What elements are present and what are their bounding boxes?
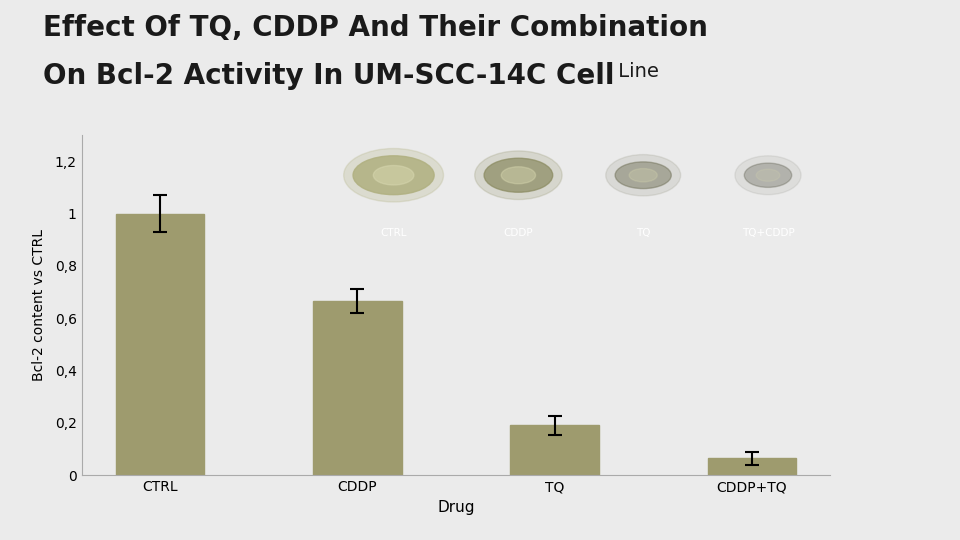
Ellipse shape [606, 154, 681, 196]
X-axis label: Drug: Drug [437, 500, 475, 515]
Text: TQ: TQ [636, 228, 651, 238]
Ellipse shape [615, 162, 671, 188]
Ellipse shape [756, 169, 780, 181]
Text: TQ+CDDP: TQ+CDDP [742, 228, 794, 238]
Text: CTRL: CTRL [380, 228, 407, 238]
Text: CDDP: CDDP [504, 228, 533, 238]
Ellipse shape [629, 168, 658, 182]
Bar [115, 213, 204, 475]
Bar [708, 458, 797, 475]
Y-axis label: Bcl-2 content vs CTRL: Bcl-2 content vs CTRL [33, 229, 46, 381]
Text: On Bcl-2 Activity In UM-SCC-14C Cell: On Bcl-2 Activity In UM-SCC-14C Cell [43, 62, 614, 90]
Bar [511, 426, 599, 475]
Ellipse shape [474, 151, 562, 200]
Ellipse shape [735, 156, 801, 195]
Ellipse shape [484, 158, 553, 192]
Ellipse shape [373, 165, 414, 185]
Ellipse shape [353, 156, 434, 195]
Ellipse shape [344, 148, 444, 202]
Bar [313, 301, 401, 475]
Ellipse shape [744, 163, 792, 187]
Text: Effect Of TQ, CDDP And Their Combination: Effect Of TQ, CDDP And Their Combination [43, 14, 708, 42]
Text: Line: Line [612, 62, 660, 81]
Ellipse shape [501, 167, 536, 184]
